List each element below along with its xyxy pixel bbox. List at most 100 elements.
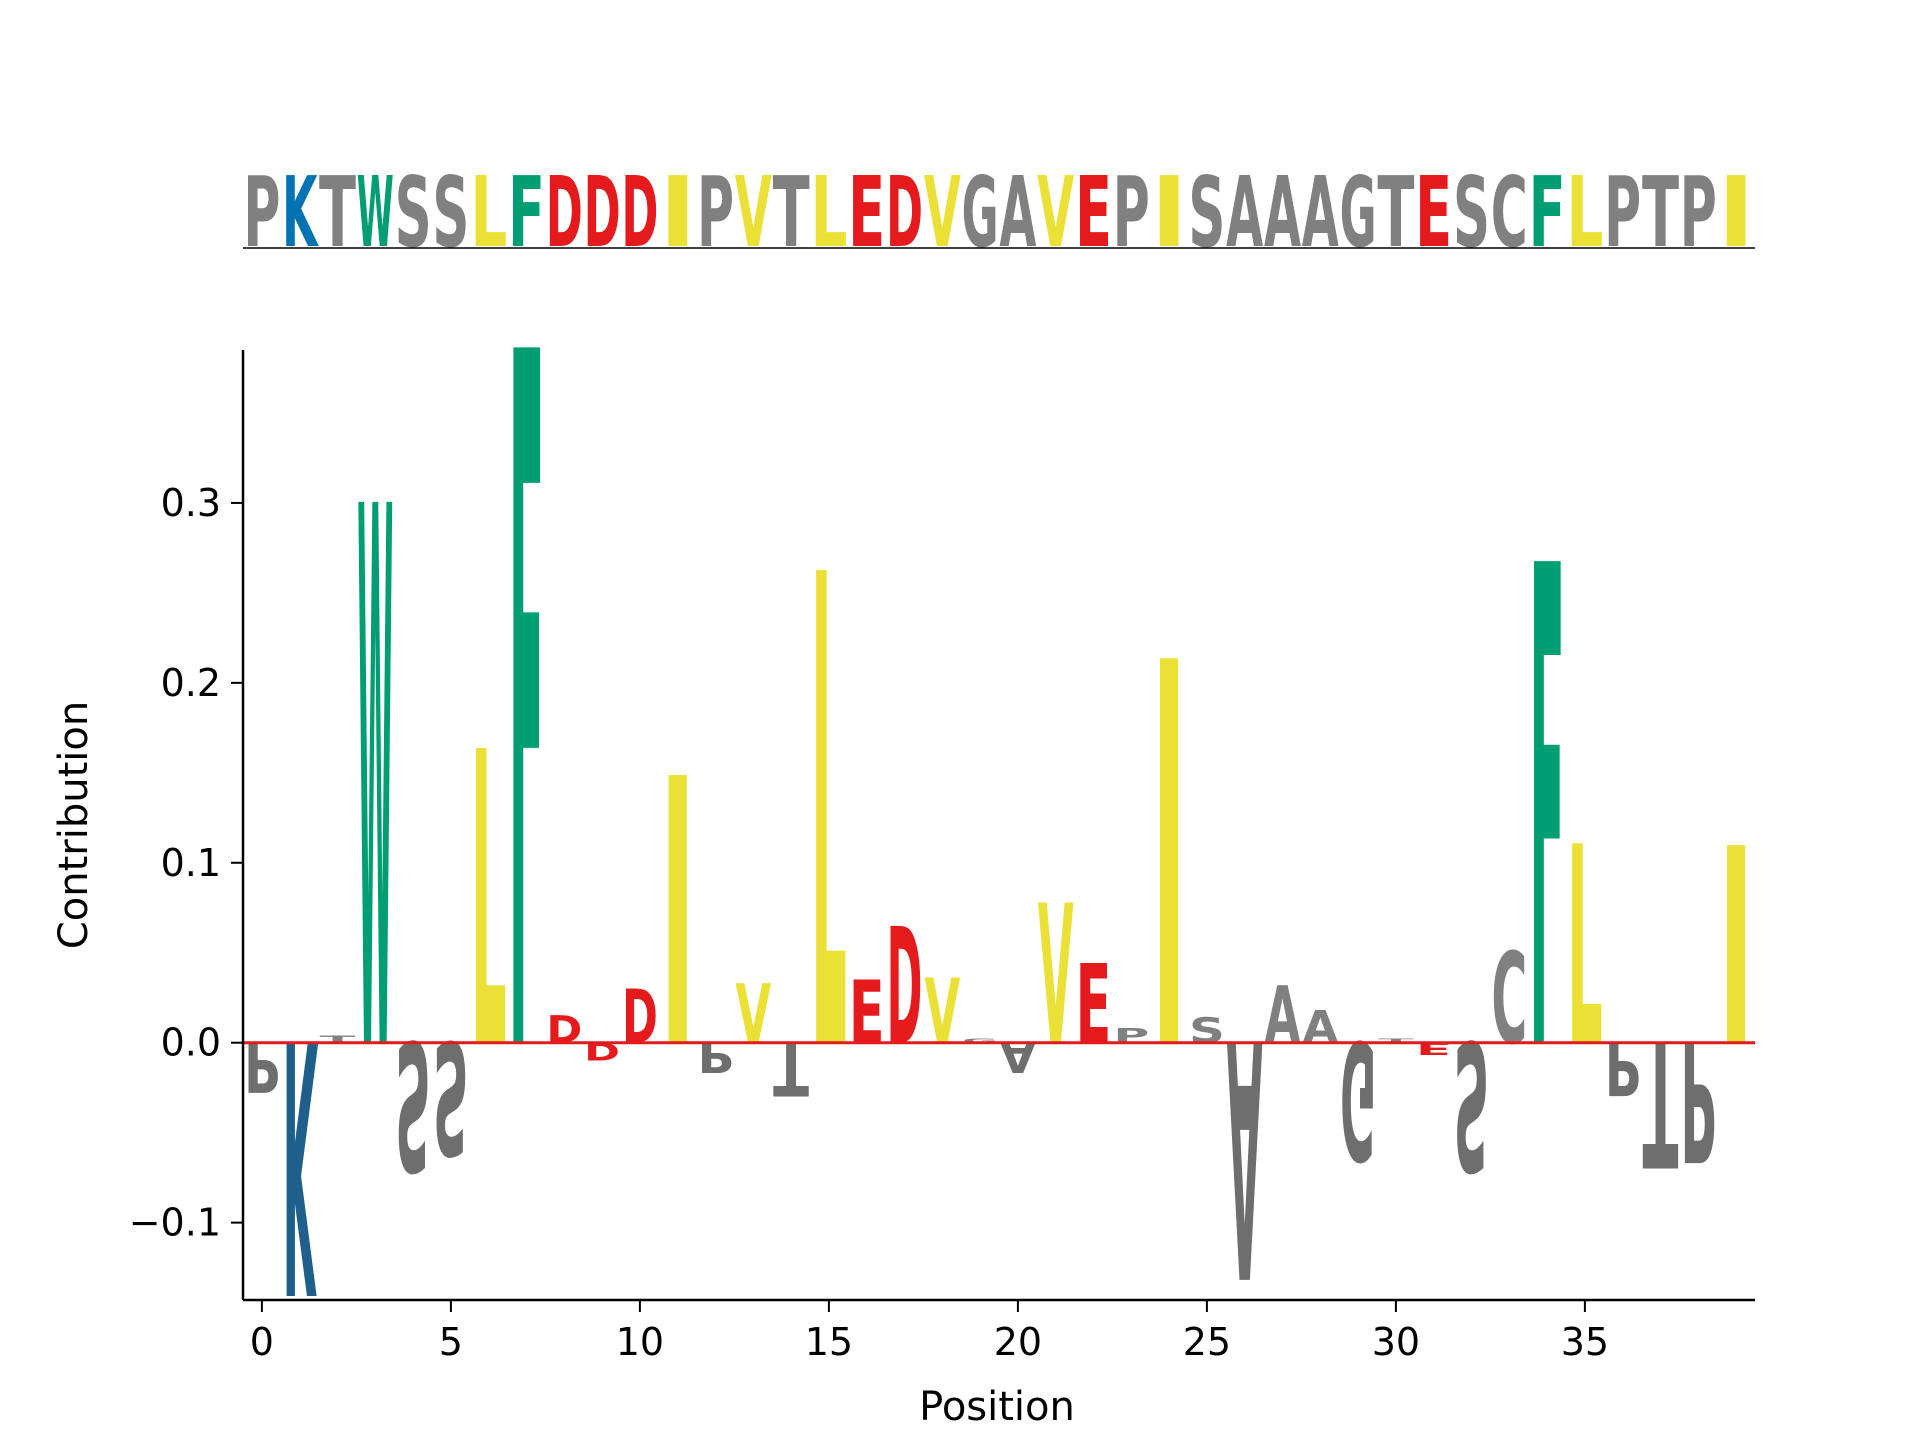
logo-letter: C [1491,927,1527,1073]
sequence-letter: E [848,156,885,270]
logo-letter: I [1718,791,1754,1107]
axes: 0 5 10 15 20 25 30 35 −0.1 0.0 0.1 0.2 0.3 [129,350,1755,1364]
logo-letter: F [509,159,545,1269]
sequence-letter: D [584,156,621,269]
sequence-letter: W [357,156,394,270]
logo-letter: F [1529,429,1565,1199]
logo-letter: S [395,1001,431,1208]
x-tick-label: 15 [805,1320,853,1364]
logo-letter: D [546,1010,582,1052]
logo-letter: P [1680,1003,1716,1196]
logo-letter: T [1643,1001,1679,1201]
x-ticks: 0 5 10 15 20 25 30 35 [250,1300,1609,1364]
logo-letter: S [1189,1011,1225,1051]
sequence-letter: D [621,156,658,269]
logo-letter: K [283,960,319,1364]
x-tick-label: 20 [994,1320,1042,1364]
x-tick-label: 35 [1561,1320,1609,1364]
y-tick-label: 0.2 [161,661,221,705]
sequence-letter: V [924,157,961,270]
y-axis-label: Contribution [51,701,97,949]
sequence-letter: P [243,157,280,270]
sequence-letter: V [735,157,772,270]
logo-letter: G [962,1038,998,1044]
logo-letter: L [811,441,847,1196]
logo-letter: L [471,669,507,1140]
sequence-letter: K [282,155,319,269]
x-tick-label: 5 [439,1320,463,1364]
sequence-letter: T [1642,156,1679,270]
sequence-letter: T [773,156,810,270]
sequence-letter: S [395,157,432,270]
y-ticks: −0.1 0.0 0.1 0.2 0.3 [129,481,243,1245]
sequence-letter: D [546,156,583,269]
sequence-letter: I [659,157,696,270]
x-tick-label: 30 [1372,1320,1420,1364]
logo-letter: T [320,1034,356,1045]
sequence-letter: A [1264,157,1301,270]
logo-letter: D [584,1036,620,1065]
logo-letter: D [887,894,923,1081]
sequence-letter: L [470,156,507,269]
sequence-letter: L [810,156,847,269]
x-tick-label: 25 [1183,1320,1231,1364]
sequence-letter: F [1529,156,1566,270]
logo-letter: T [773,1024,809,1110]
sequence-letter: T [319,156,356,270]
logo-letters: P K T W S S L F D D D I P VT L E D V G A V E P I S A A A G T E SC F L P T P I [244,159,1754,1364]
logo-letter: W [357,355,393,1218]
logo-letter: P [244,1025,280,1106]
logo-letter: E [849,963,885,1063]
logo-letter: E [1076,943,1112,1069]
logo-letter: P [1605,1025,1641,1111]
sequence-letter: E [1075,156,1112,270]
logo-letter: A [1227,966,1263,1345]
sequence-letter: E [1415,156,1452,270]
sequence-letter: C [1491,157,1528,270]
logo-letter: G [1340,1003,1376,1193]
logo-letter: I [660,703,696,1130]
sequence-letter: P [1604,157,1641,270]
sequence-letter: T [1377,156,1414,270]
sequence-letter: P [1113,157,1150,270]
sequence-letter: P [697,157,734,270]
sequence-letter: L [1566,156,1603,269]
sequence-letter: F [508,156,545,270]
x-tick-label: 0 [250,1320,274,1364]
logo-letter: L [1567,789,1603,1108]
logo-letter: A [1000,1032,1036,1080]
sequence-letter: S [1188,157,1225,270]
logo-letter: V [924,960,960,1064]
sequence-letter: G [962,156,999,269]
y-tick-label: −0.1 [129,1201,221,1245]
x-axis-label: Position [919,1384,1075,1430]
sequence-letter: A [999,157,1036,270]
logo-letter: D [622,976,658,1061]
y-tick-label: 0.0 [161,1021,221,1065]
sequence-letter: A [1302,157,1339,270]
logo-letter: P [698,1033,734,1082]
y-tick-label: 0.1 [161,841,221,885]
sequence-letter: I [1718,157,1755,270]
logo-letter: I [1151,554,1187,1167]
logo-letter: A [1265,971,1301,1062]
sequence-letter: I [1151,157,1188,270]
logo-letter: V [1038,864,1074,1088]
sequence-letter: S [432,157,469,270]
sequence-letter: S [1453,157,1490,270]
y-tick-label: 0.3 [161,481,221,525]
logo-letter: T [1378,1038,1415,1044]
sequence-letter: V [1037,157,1074,270]
x-tick-label: 10 [616,1320,664,1364]
sequence-letter: P [1680,157,1717,270]
logo-letter: S [433,1005,469,1185]
logo-letter: S [1454,1001,1490,1208]
sequence-letter: A [1226,157,1263,270]
sequence-letter: D [886,156,923,269]
logo-letter: A [1302,1002,1338,1054]
logo-letter: V [735,968,771,1063]
sequence-letter: G [1340,156,1377,269]
